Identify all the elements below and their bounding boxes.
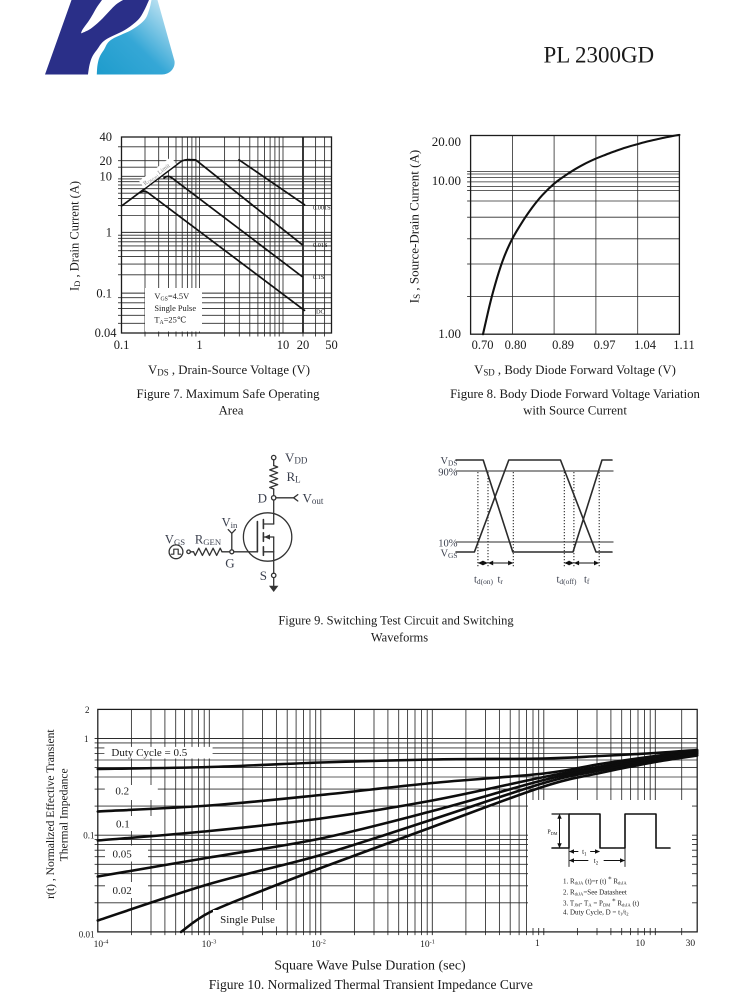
- svg-text:2: 2: [85, 705, 90, 715]
- svg-text:PDM: PDM: [547, 830, 557, 837]
- svg-text:1: 1: [84, 734, 89, 744]
- svg-text:10: 10: [100, 170, 113, 184]
- svg-text:VGS: VGS: [165, 533, 185, 548]
- svg-text:Thermal Impedance: Thermal Impedance: [58, 768, 71, 861]
- svg-text:Figure 9. Switching Test Circu: Figure 9. Switching Test Circuit and Swi…: [278, 614, 514, 628]
- svg-text:10%: 10%: [438, 538, 458, 549]
- svg-text:S: S: [260, 568, 267, 583]
- svg-text:0.04: 0.04: [95, 326, 118, 340]
- svg-text:0.01: 0.01: [79, 929, 95, 939]
- svg-text:0.02: 0.02: [113, 885, 132, 897]
- svg-text:0.1: 0.1: [114, 338, 130, 352]
- svg-text:0.2: 0.2: [115, 786, 129, 798]
- svg-text:40: 40: [100, 130, 113, 144]
- svg-text:10: 10: [277, 338, 290, 352]
- svg-text:D: D: [258, 490, 267, 505]
- svg-text:0.1S: 0.1S: [313, 274, 325, 281]
- svg-text:VDD: VDD: [285, 450, 308, 466]
- svg-text:30: 30: [686, 939, 696, 949]
- svg-text:Figure 7. Maximum Safe Operati: Figure 7. Maximum Safe Operating: [136, 387, 320, 401]
- svg-text:1: 1: [196, 338, 202, 352]
- svg-text:0.05: 0.05: [113, 849, 133, 861]
- svg-text:t2: t2: [594, 857, 599, 867]
- svg-text:VDS: VDS: [440, 456, 457, 468]
- svg-text:1.11: 1.11: [673, 338, 694, 352]
- svg-text:TA=25℃: TA=25℃: [154, 316, 186, 327]
- svg-text:1.04: 1.04: [634, 338, 657, 352]
- svg-text:RL: RL: [287, 469, 301, 485]
- svg-text:10-4: 10-4: [94, 939, 109, 951]
- svg-text:1.00: 1.00: [438, 326, 461, 341]
- svg-text:Figure 10. Normalized Thermal: Figure 10. Normalized Thermal Transient …: [209, 977, 533, 992]
- svg-text:tf: tf: [584, 575, 590, 587]
- svg-text:0.1: 0.1: [96, 286, 112, 300]
- svg-text:td(off): td(off): [557, 575, 578, 587]
- svg-text:with Source Current: with Source Current: [523, 404, 627, 418]
- svg-text:t1: t1: [582, 848, 587, 858]
- svg-text:VSD , Body Diode Forward Volta: VSD , Body Diode Forward Voltage (V): [474, 363, 676, 378]
- svg-text:0.89: 0.89: [552, 338, 574, 352]
- svg-text:Square Wave Pulse Duration (se: Square Wave Pulse Duration (sec): [274, 959, 466, 974]
- svg-text:10-3: 10-3: [202, 939, 217, 951]
- svg-text:VDS , Drain-Source Voltage (V): VDS , Drain-Source Voltage (V): [148, 363, 310, 378]
- svg-text:1: 1: [106, 226, 112, 240]
- svg-text:td(on): td(on): [474, 575, 493, 587]
- svg-text:10.00: 10.00: [432, 173, 461, 188]
- svg-text:Single Pulse: Single Pulse: [154, 304, 196, 313]
- svg-text:RGEN: RGEN: [195, 533, 222, 548]
- svg-text:3. TJM- TA = PDM * RthJA (t): 3. TJM- TA = PDM * RthJA (t): [563, 898, 640, 908]
- svg-text:Area: Area: [219, 404, 244, 418]
- svg-text:Vout: Vout: [303, 490, 324, 506]
- svg-text:Vin: Vin: [222, 516, 238, 531]
- svg-text:RDS(on) Limit: RDS(on) Limit: [142, 162, 172, 187]
- svg-text:Figure 8. Body Diode Forward V: Figure 8. Body Diode Forward Voltage Var…: [450, 387, 700, 401]
- svg-text:0.1: 0.1: [116, 819, 130, 831]
- svg-text:10: 10: [636, 939, 646, 949]
- svg-text:0.80: 0.80: [505, 338, 527, 352]
- svg-text:20.00: 20.00: [432, 134, 461, 149]
- svg-text:DC: DC: [316, 308, 325, 315]
- svg-text:Duty Cycle = 0.5: Duty Cycle = 0.5: [111, 747, 187, 759]
- svg-text:0.1: 0.1: [83, 831, 94, 841]
- svg-text:VGS: VGS: [440, 549, 457, 561]
- svg-text:Waveforms: Waveforms: [371, 631, 428, 645]
- svg-text:G: G: [225, 555, 234, 570]
- svg-text:IS , Source-Drain Current (A): IS , Source-Drain Current (A): [407, 150, 423, 303]
- svg-text:PL 2300GD: PL 2300GD: [544, 43, 655, 68]
- svg-text:4. Duty Cycle, D = t1/t2: 4. Duty Cycle, D = t1/t2: [563, 909, 629, 917]
- svg-text:2. RthJA=See Datasheet: 2. RthJA=See Datasheet: [563, 889, 627, 897]
- svg-text:VGS=4.5V: VGS=4.5V: [154, 292, 189, 303]
- svg-text:0.01S: 0.01S: [313, 242, 328, 249]
- svg-text:1. RthJA (t)=r (t) * RthJA: 1. RthJA (t)=r (t) * RthJA: [563, 876, 627, 886]
- svg-text:Single Pulse: Single Pulse: [220, 914, 275, 926]
- svg-text:0.97: 0.97: [594, 338, 616, 352]
- svg-text:50: 50: [325, 338, 338, 352]
- svg-text:10-2: 10-2: [311, 939, 326, 951]
- svg-text:ID , Drain Current (A): ID , Drain Current (A): [68, 181, 83, 291]
- svg-text:90%: 90%: [438, 467, 458, 478]
- svg-text:20: 20: [100, 154, 113, 168]
- svg-text:r(t) , Normalized Effective Tr: r(t) , Normalized Effective Transient: [44, 729, 57, 899]
- svg-text:0.70: 0.70: [472, 338, 494, 352]
- svg-text:10-1: 10-1: [420, 939, 435, 951]
- svg-text:20: 20: [297, 338, 310, 352]
- svg-text:0.001S: 0.001S: [313, 205, 331, 212]
- svg-text:tr: tr: [498, 575, 504, 587]
- svg-text:1: 1: [535, 939, 540, 949]
